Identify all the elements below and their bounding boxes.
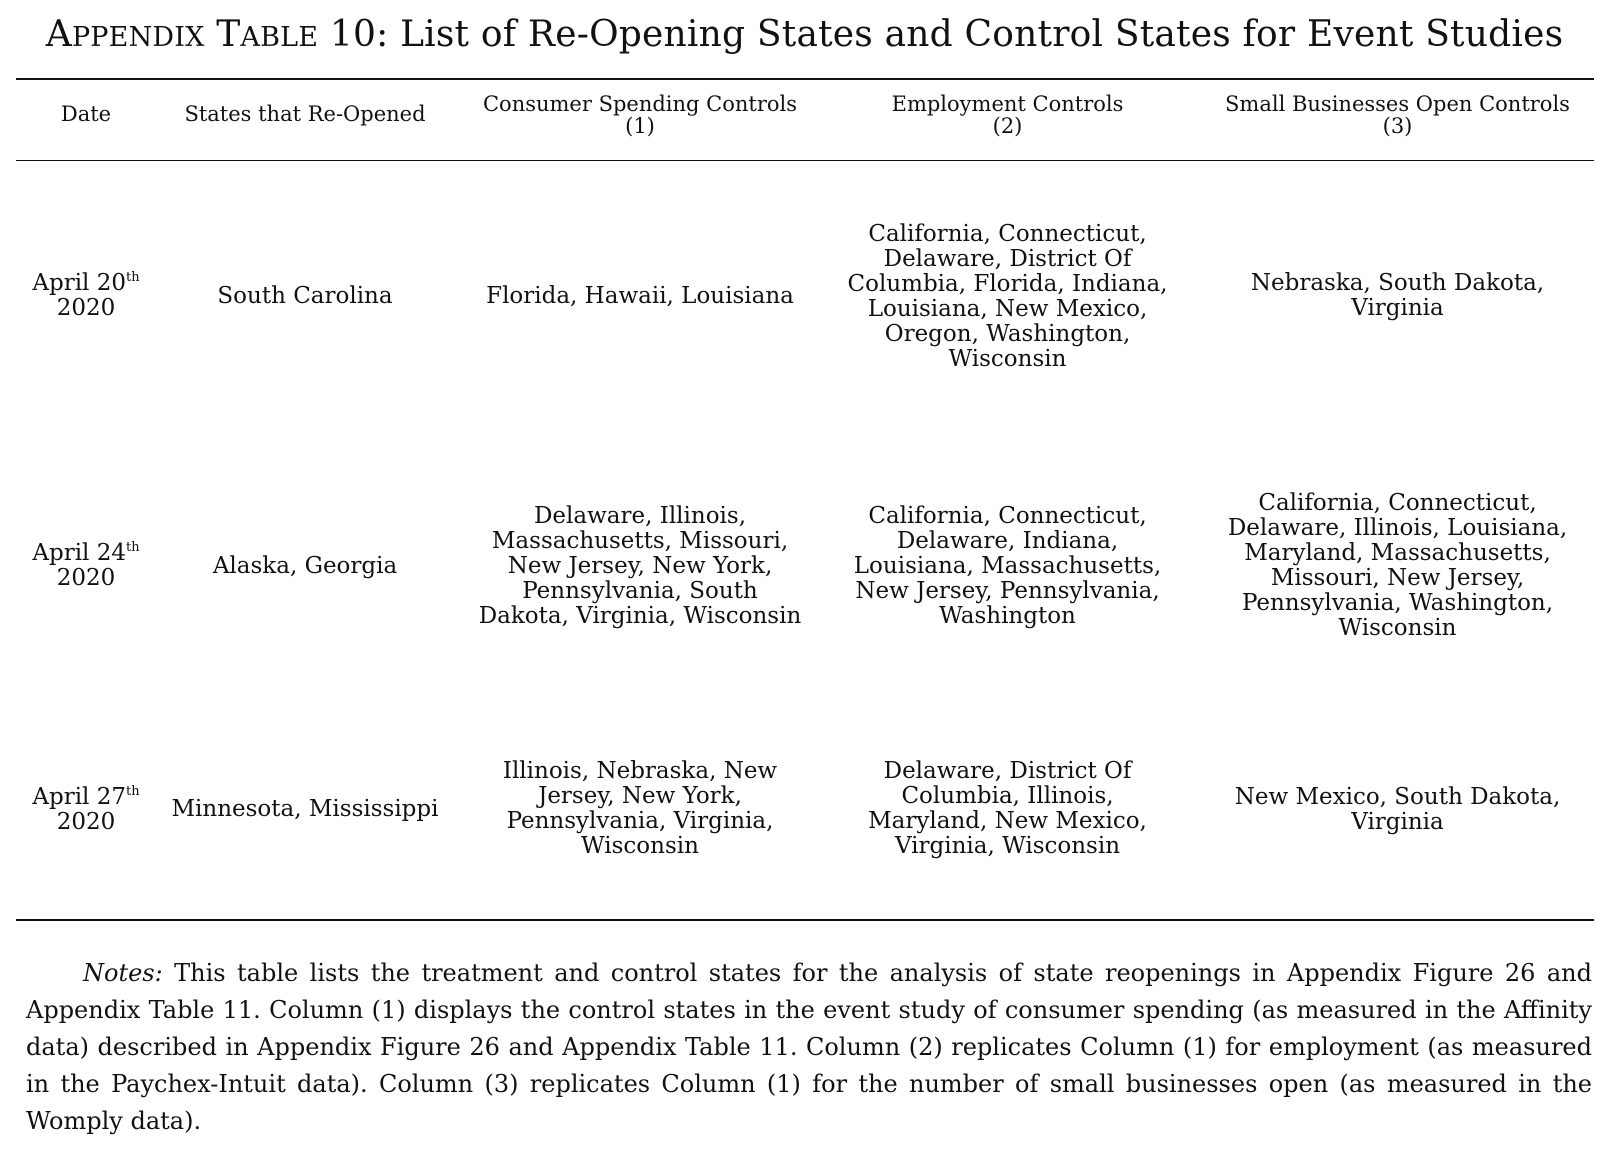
row-2-states: Alaska, Georgia: [160, 554, 450, 579]
row-1-employment-line: Oregon, Washington,: [884, 321, 1131, 347]
row-2-smallbiz-line: California, Connecticut,: [1258, 490, 1537, 516]
row-2-employment-line: Delaware, Indiana,: [896, 528, 1119, 554]
row-2-consumer-line: Delaware, Illinois,: [533, 503, 747, 529]
row-3-employment-line: Virginia, Wisconsin: [894, 833, 1121, 859]
row-2-date-year: 2020: [56, 565, 116, 591]
row-3-consumer-line: Pennsylvania, Virginia,: [506, 808, 774, 834]
row-3-date-suffix: th: [126, 784, 140, 799]
top-rule: [16, 78, 1594, 80]
row-2-smallbiz: California, Connecticut, Delaware, Illin…: [1200, 491, 1595, 641]
row-1-date-suffix: th: [126, 270, 140, 285]
row-3-consumer-line: Illinois, Nebraska, New: [502, 758, 778, 784]
row-3-smallbiz-line: New Mexico, South Dakota,: [1234, 784, 1561, 810]
row-3-consumer-line: Jersey, New York,: [538, 783, 742, 809]
row-3-employment-line: Columbia, Illinois,: [901, 783, 1114, 809]
row-3-employment: Delaware, District Of Columbia, Illinois…: [825, 759, 1190, 859]
title-label-rest-t: able: [240, 22, 319, 53]
row-2-employment-line: Washington: [939, 603, 1076, 629]
header-employment-number: (2): [992, 114, 1023, 138]
header-consumer-number: (1): [625, 114, 655, 138]
row-3-states-text: Minnesota, Mississippi: [171, 796, 439, 822]
row-1-states-text: South Carolina: [217, 283, 393, 309]
row-2-employment-line: Louisiana, Massachusetts,: [853, 553, 1162, 579]
row-3-consumer: Illinois, Nebraska, New Jersey, New York…: [455, 759, 825, 859]
notes-label: Notes:: [83, 959, 163, 987]
row-2-consumer-line: Dakota, Virginia, Wisconsin: [478, 603, 802, 629]
header-smallbiz: Small Businesses Open Controls (3): [1200, 93, 1595, 137]
row-3-states: Minnesota, Mississippi: [160, 797, 450, 822]
header-employment: Employment Controls (2): [825, 93, 1190, 137]
header-employment-label: Employment Controls: [891, 92, 1124, 116]
notes-text: This table lists the treatment and contr…: [26, 959, 1592, 1135]
header-consumer-label: Consumer Spending Controls: [482, 92, 798, 116]
row-3-smallbiz-line: Virginia: [1351, 809, 1444, 835]
row-2-consumer-line: Pennsylvania, South: [522, 578, 758, 604]
row-2-date-day: April 24: [32, 540, 126, 566]
row-1-employment-line: Columbia, Florida, Indiana,: [847, 271, 1168, 297]
row-1-employment: California, Connecticut, Delaware, Distr…: [825, 222, 1190, 372]
row-1-employment-line: Delaware, District Of: [883, 246, 1132, 272]
row-1-date: April 20th 2020: [16, 271, 156, 321]
row-2-smallbiz-line: Missouri, New Jersey,: [1270, 565, 1525, 591]
row-1-smallbiz-line: Nebraska, South Dakota,: [1250, 270, 1545, 296]
row-3-employment-line: Delaware, District Of: [883, 758, 1132, 784]
row-2-consumer-line: New Jersey, New York,: [507, 553, 773, 579]
row-1-date-year: 2020: [56, 295, 116, 321]
bottom-rule: [16, 919, 1594, 921]
header-rule: [16, 160, 1594, 161]
row-1-employment-line: California, Connecticut,: [868, 221, 1147, 247]
header-states-label: States that Re-Opened: [184, 102, 426, 126]
row-2-date-suffix: th: [126, 540, 140, 555]
row-3-date-day: April 27: [32, 784, 126, 810]
header-date: Date: [16, 103, 156, 125]
row-3-employment-line: Maryland, New Mexico,: [868, 808, 1147, 834]
row-3-date: April 27th 2020: [16, 785, 156, 835]
row-2-employment-line: New Jersey, Pennsylvania,: [855, 578, 1160, 604]
header-date-label: Date: [60, 102, 112, 126]
header-smallbiz-label: Small Businesses Open Controls: [1225, 92, 1570, 116]
row-2-employment-line: California, Connecticut,: [868, 503, 1147, 529]
row-2-employment: California, Connecticut, Delaware, India…: [825, 504, 1190, 629]
title-label-initial-t: T: [216, 14, 241, 55]
header-smallbiz-number: (3): [1382, 114, 1413, 138]
row-2-smallbiz-line: Pennsylvania, Washington,: [1241, 590, 1554, 616]
row-2-smallbiz-line: Delaware, Illinois, Louisiana,: [1227, 515, 1568, 541]
row-3-smallbiz: New Mexico, South Dakota, Virginia: [1200, 785, 1595, 835]
row-2-date: April 24th 2020: [16, 541, 156, 591]
table-title: Appendix Table 10: List of Re-Opening St…: [0, 14, 1609, 55]
row-3-date-year: 2020: [56, 809, 116, 835]
header-consumer: Consumer Spending Controls (1): [455, 93, 825, 137]
row-1-consumer-line: Florida, Hawaii, Louisiana: [486, 283, 794, 309]
row-1-smallbiz: Nebraska, South Dakota, Virginia: [1200, 271, 1595, 321]
row-2-states-text: Alaska, Georgia: [212, 553, 398, 579]
row-2-consumer: Delaware, Illinois, Massachusetts, Misso…: [455, 504, 825, 629]
title-label-rest-a: ppendix: [71, 22, 205, 53]
row-1-date-day: April 20: [32, 270, 126, 296]
row-1-consumer: Florida, Hawaii, Louisiana: [455, 284, 825, 309]
header-states: States that Re-Opened: [160, 103, 450, 125]
row-2-smallbiz-line: Wisconsin: [1338, 615, 1457, 641]
row-2-consumer-line: Massachusetts, Missouri,: [491, 528, 789, 554]
title-text: List of Re-Opening States and Control St…: [400, 14, 1564, 55]
row-1-employment-line: Wisconsin: [948, 346, 1067, 372]
table-notes: Notes: This table lists the treatment an…: [26, 955, 1592, 1140]
row-1-employment-line: Louisiana, New Mexico,: [867, 296, 1148, 322]
row-3-consumer-line: Wisconsin: [581, 833, 699, 859]
row-1-states: South Carolina: [160, 284, 450, 309]
row-1-smallbiz-line: Virginia: [1351, 295, 1444, 321]
row-2-smallbiz-line: Maryland, Massachusetts,: [1244, 540, 1551, 566]
title-number: 10:: [329, 14, 389, 55]
title-label-initial-a: A: [45, 14, 72, 55]
